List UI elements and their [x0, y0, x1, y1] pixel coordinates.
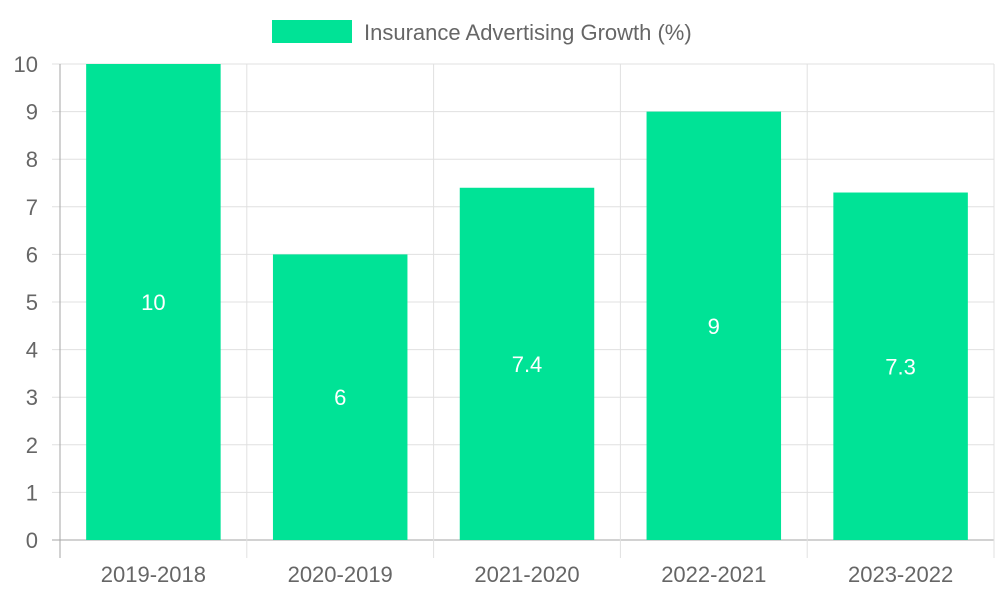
y-tick-label: 7 [26, 195, 38, 220]
data-label: 10 [141, 290, 165, 315]
x-tick-label: 2020-2019 [288, 562, 393, 587]
x-tick-label: 2023-2022 [848, 562, 953, 587]
data-label: 7.3 [885, 354, 916, 379]
x-tick-label: 2022-2021 [661, 562, 766, 587]
legend-label[interactable]: Insurance Advertising Growth (%) [364, 20, 692, 45]
data-label: 9 [708, 314, 720, 339]
legend-swatch[interactable] [272, 20, 352, 43]
y-tick-label: 10 [14, 52, 38, 77]
bar-2021-2020[interactable] [459, 187, 595, 540]
y-tick-label: 4 [26, 338, 38, 363]
y-tick-label: 9 [26, 100, 38, 125]
data-label: 7.4 [512, 352, 543, 377]
y-tick-label: 1 [26, 480, 38, 505]
y-tick-label: 6 [26, 242, 38, 267]
label-layer: 10 6 7.4 9 7.3 [141, 290, 916, 410]
x-tick-label: 2021-2020 [474, 562, 579, 587]
x-tick-label: 2019-2018 [101, 562, 206, 587]
bar-2019-2018[interactable] [86, 64, 221, 540]
bar-2023-2022[interactable] [833, 192, 968, 540]
bar-layer [86, 64, 968, 540]
y-tick-label: 3 [26, 385, 38, 410]
legend[interactable]: Insurance Advertising Growth (%) [272, 20, 692, 45]
y-tick-label: 0 [26, 528, 38, 553]
y-tick-label: 2 [26, 433, 38, 458]
bar-2022-2021[interactable] [646, 111, 782, 540]
data-label: 6 [334, 385, 346, 410]
bar-2020-2019[interactable] [272, 254, 408, 540]
axis-layer: 0 1 2 3 4 5 6 7 8 9 10 2019-2018 2020-2019 2021-2020 2… [14, 52, 954, 587]
y-tick-label: 8 [26, 147, 38, 172]
y-tick-label: 5 [26, 290, 38, 315]
